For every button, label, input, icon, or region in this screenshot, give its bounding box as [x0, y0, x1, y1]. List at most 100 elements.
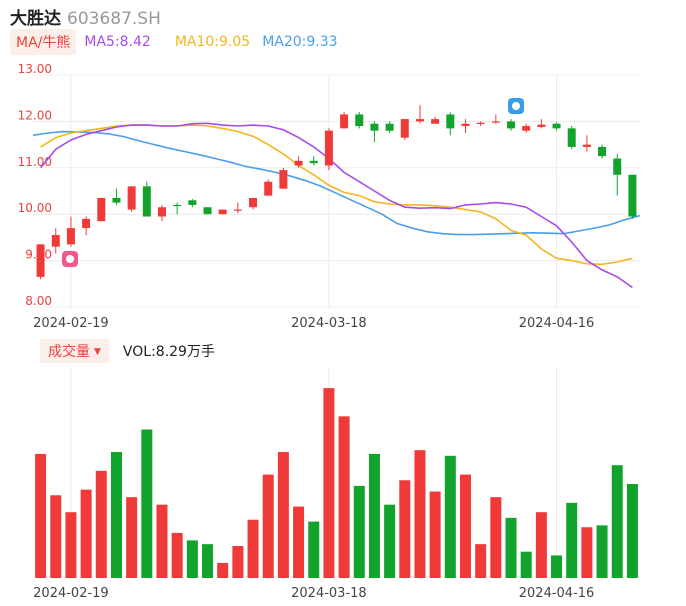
candle-body: [97, 197, 106, 222]
x-tick-label: 2024-04-16: [519, 316, 595, 331]
candle-body: [36, 244, 45, 277]
volume-bar: [353, 485, 365, 578]
volume-bar: [520, 551, 532, 578]
candle-body: [400, 119, 409, 138]
volume-bar: [611, 465, 623, 578]
volume-bar: [490, 497, 502, 578]
candle-body: [598, 146, 607, 157]
x-tick-label: 2024-03-18: [291, 316, 367, 331]
candle-body: [537, 124, 546, 127]
volume-bar: [110, 452, 122, 578]
volume-bar: [596, 525, 608, 578]
ma-selector-button[interactable]: MA/牛熊: [10, 29, 77, 55]
candle-body: [233, 209, 242, 211]
volume-bar: [414, 450, 426, 578]
volume-bar: [475, 544, 487, 578]
volume-bar: [277, 452, 289, 578]
volume-bar: [80, 489, 92, 578]
candle-body: [264, 181, 273, 196]
candle-body: [628, 174, 637, 217]
candle-body: [446, 114, 455, 129]
candle-body: [218, 209, 227, 215]
volume-bar: [444, 455, 456, 578]
x-tick-label: 2024-04-16: [519, 586, 595, 601]
candle-body: [173, 204, 182, 207]
y-tick-label: 12.00: [18, 108, 52, 122]
y-tick-label: 8.00: [25, 294, 52, 308]
y-tick-label: 13.00: [18, 62, 52, 76]
volume-bar: [626, 484, 638, 578]
volume-bar: [338, 416, 350, 578]
candle-body: [51, 235, 60, 247]
volume-bar: [156, 504, 168, 578]
volume-bar: [35, 453, 47, 578]
volume-bar: [202, 544, 214, 578]
candle-body: [567, 128, 576, 147]
candle-body: [431, 119, 440, 124]
candle-body: [476, 122, 485, 124]
candle-body: [294, 160, 303, 166]
ma-legend: MA/牛熊 MA5:8.42 MA10:9.05 MA20:9.33: [10, 29, 338, 55]
volume-bar: [95, 470, 107, 578]
volume-bar: [141, 429, 153, 578]
candle-body: [82, 218, 91, 229]
stock-title: 大胜达 603687.SH: [10, 4, 161, 29]
volume-bar: [50, 495, 62, 578]
volume-selector-button[interactable]: 成交量 ▼: [40, 339, 109, 363]
volume-bar: [384, 504, 396, 578]
candle-body: [309, 160, 318, 164]
volume-bar: [247, 519, 259, 578]
candle-body: [66, 228, 75, 245]
candle-body: [355, 114, 364, 127]
volume-legend: 成交量 ▼ VOL:8.29万手: [40, 339, 215, 363]
ma5-label: MA5:8.42: [84, 34, 151, 50]
candle-body: [491, 121, 500, 123]
volume-bar: [505, 517, 517, 578]
volume-bar: [535, 512, 547, 578]
candle-body: [552, 123, 561, 129]
volume-bar: [217, 562, 229, 578]
y-tick-label: 11.00: [18, 155, 52, 169]
volume-bar: [429, 491, 441, 578]
volume-bar: [459, 474, 471, 578]
volume-bar: [551, 555, 563, 578]
volume-bar: [126, 497, 138, 578]
candle-body: [112, 197, 121, 203]
candle-body: [522, 126, 531, 131]
caret-down-icon: ▼: [94, 347, 101, 357]
candle-body: [157, 207, 166, 217]
volume-bar: [232, 546, 244, 578]
candle-body: [582, 144, 591, 147]
candle-body: [415, 119, 424, 122]
ma5-line: [39, 122, 633, 289]
x-tick-label: 2024-02-19: [33, 316, 109, 331]
stock-name: 大胜达: [10, 9, 61, 29]
candle-body: [507, 121, 516, 129]
volume-bar: [293, 506, 305, 578]
volume-bar: [399, 480, 411, 578]
bear-signal-icon-dot: [512, 102, 520, 110]
y-tick-label: 10.00: [18, 201, 52, 215]
x-tick-label: 2024-02-19: [33, 586, 109, 601]
stock-code: 603687.SH: [67, 9, 161, 29]
candle-body: [127, 186, 136, 210]
candle-body: [324, 130, 333, 166]
ma10-label: MA10:9.05: [174, 34, 251, 50]
bull-signal-icon-dot: [66, 255, 74, 263]
candle-body: [279, 170, 288, 189]
volume-bar: [308, 521, 320, 578]
candle-body: [203, 207, 212, 215]
volume-bar: [581, 527, 593, 578]
x-tick-label: 2024-03-18: [291, 586, 367, 601]
volume-bar: [368, 453, 380, 578]
volume-bar: [323, 388, 335, 578]
volume-bar: [262, 474, 274, 578]
bull-signal-icon: [62, 251, 78, 267]
candle-body: [613, 158, 622, 175]
ma20-line: [32, 130, 641, 236]
candle-body: [142, 186, 151, 217]
ma20-label: MA20:9.33: [262, 34, 338, 50]
volume-bar: [171, 532, 183, 578]
candle-body: [461, 123, 470, 127]
